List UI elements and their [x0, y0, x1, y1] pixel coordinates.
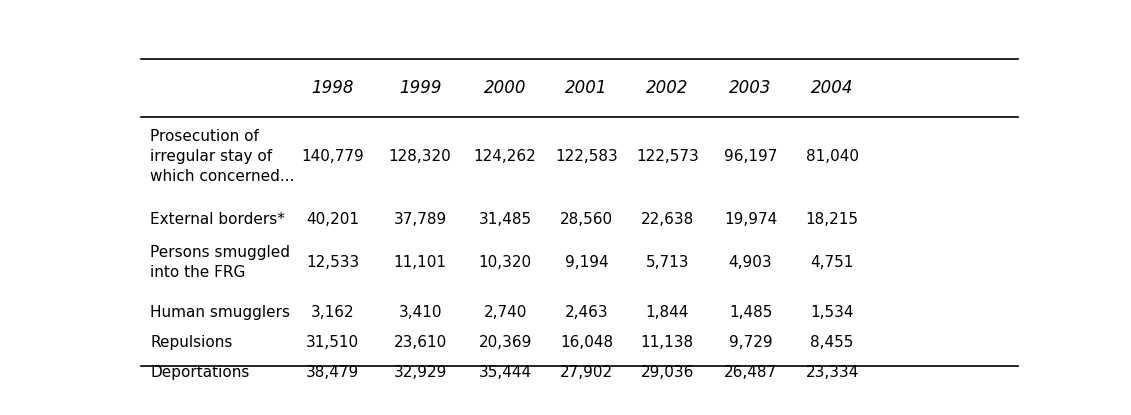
Text: 9,194: 9,194: [564, 255, 608, 270]
Text: 38,479: 38,479: [305, 365, 359, 380]
Text: 16,048: 16,048: [560, 335, 613, 350]
Text: 20,369: 20,369: [478, 335, 532, 350]
Text: 27,902: 27,902: [560, 365, 613, 380]
Text: 3,410: 3,410: [398, 305, 442, 320]
Text: 2000: 2000: [484, 79, 526, 97]
Text: 3,162: 3,162: [311, 305, 354, 320]
Text: 124,262: 124,262: [474, 149, 536, 164]
Text: Prosecution of
irregular stay of
which concerned...: Prosecution of irregular stay of which c…: [150, 129, 295, 183]
Text: 2001: 2001: [566, 79, 607, 97]
Text: 122,583: 122,583: [555, 149, 618, 164]
Text: 11,138: 11,138: [641, 335, 693, 350]
Text: 40,201: 40,201: [307, 212, 359, 227]
Text: 1,844: 1,844: [646, 305, 689, 320]
Text: 122,573: 122,573: [636, 149, 699, 164]
Text: 10,320: 10,320: [478, 255, 532, 270]
Text: 96,197: 96,197: [724, 149, 777, 164]
Text: 1,485: 1,485: [728, 305, 772, 320]
Text: 140,779: 140,779: [301, 149, 364, 164]
Text: 2002: 2002: [646, 79, 689, 97]
Text: 32,929: 32,929: [394, 365, 447, 380]
Text: 28,560: 28,560: [560, 212, 613, 227]
Text: 23,610: 23,610: [394, 335, 447, 350]
Text: 1999: 1999: [399, 79, 441, 97]
Text: 2004: 2004: [811, 79, 853, 97]
Text: 18,215: 18,215: [805, 212, 858, 227]
Text: 26,487: 26,487: [724, 365, 777, 380]
Text: 2,740: 2,740: [483, 305, 527, 320]
Text: 29,036: 29,036: [640, 365, 694, 380]
Text: Persons smuggled
into the FRG: Persons smuggled into the FRG: [150, 245, 291, 280]
Text: Repulsions: Repulsions: [150, 335, 233, 350]
Text: 2003: 2003: [729, 79, 771, 97]
Text: 31,485: 31,485: [478, 212, 532, 227]
Text: 2,463: 2,463: [564, 305, 608, 320]
Text: 37,789: 37,789: [394, 212, 447, 227]
Text: 35,444: 35,444: [478, 365, 532, 380]
Text: 1998: 1998: [311, 79, 354, 97]
Text: Deportations: Deportations: [150, 365, 250, 380]
Text: 128,320: 128,320: [389, 149, 451, 164]
Text: 81,040: 81,040: [805, 149, 858, 164]
Text: 31,510: 31,510: [305, 335, 359, 350]
Text: 1,534: 1,534: [810, 305, 854, 320]
Text: 5,713: 5,713: [646, 255, 689, 270]
Text: 8,455: 8,455: [811, 335, 854, 350]
Text: 23,334: 23,334: [805, 365, 858, 380]
Text: 11,101: 11,101: [394, 255, 447, 270]
Text: 4,903: 4,903: [728, 255, 772, 270]
Text: 9,729: 9,729: [728, 335, 772, 350]
Text: External borders*: External borders*: [150, 212, 285, 227]
Text: 19,974: 19,974: [724, 212, 777, 227]
Text: Human smugglers: Human smugglers: [150, 305, 291, 320]
Text: 12,533: 12,533: [305, 255, 359, 270]
Text: 4,751: 4,751: [811, 255, 854, 270]
Text: 22,638: 22,638: [640, 212, 694, 227]
